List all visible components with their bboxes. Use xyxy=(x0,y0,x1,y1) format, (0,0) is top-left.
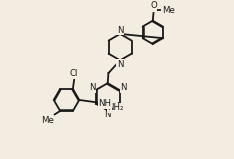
Text: N: N xyxy=(104,110,111,119)
Text: NH₂: NH₂ xyxy=(107,103,124,112)
Text: Me: Me xyxy=(162,6,175,15)
Text: N: N xyxy=(117,26,123,35)
Text: N: N xyxy=(89,83,95,92)
Text: N: N xyxy=(120,83,127,92)
Text: Me: Me xyxy=(41,116,54,125)
Text: NH: NH xyxy=(99,100,112,108)
Text: O: O xyxy=(150,1,157,10)
Text: N: N xyxy=(117,59,123,69)
Text: Cl: Cl xyxy=(70,69,78,78)
